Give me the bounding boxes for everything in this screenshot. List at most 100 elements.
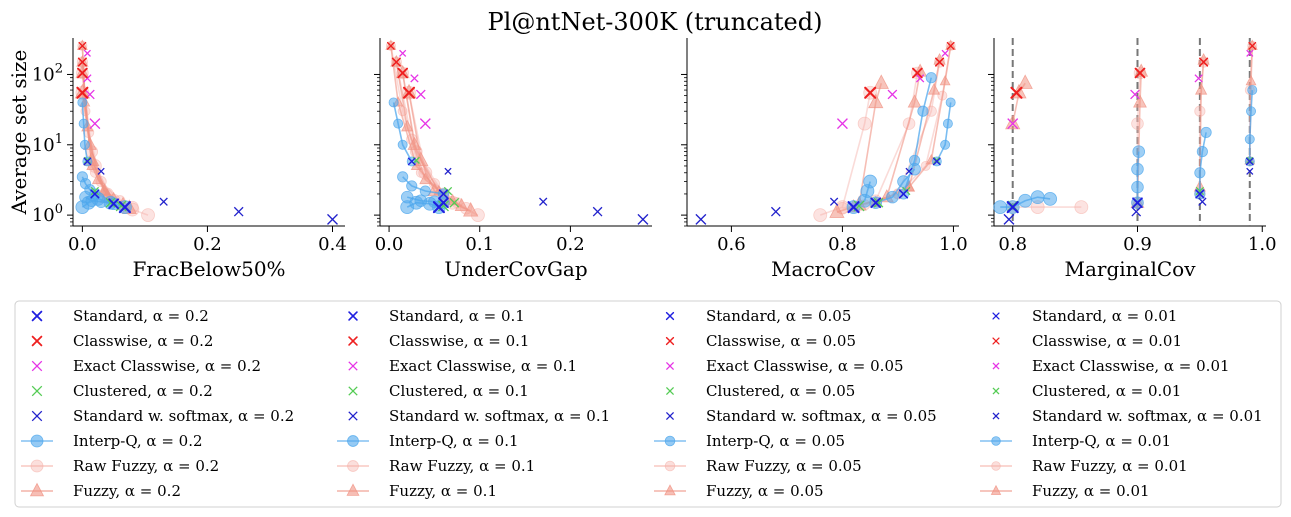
legend-column-alpha-02: Standard, α = 0.2 Classwise, α = 0.2 Exact…	[21, 307, 294, 500]
data-point	[1196, 146, 1208, 158]
legend-label: Standard, α = 0.1	[389, 307, 525, 325]
data-point	[1131, 206, 1142, 217]
data-point	[864, 86, 877, 99]
data-point	[1131, 117, 1144, 130]
data-point	[77, 57, 87, 67]
data-point	[78, 41, 87, 50]
series-clustered-alpha-005	[443, 186, 453, 196]
data-point	[397, 171, 409, 183]
series-exact-classwise-alpha-02	[89, 118, 101, 130]
series-classwise-alpha-01	[912, 67, 923, 79]
data-point	[1194, 167, 1206, 179]
data-point	[1043, 192, 1058, 206]
legend-label: Classwise, α = 0.05	[706, 332, 856, 350]
legend-entry-raw-fuzzy: Raw Fuzzy, α = 0.1	[337, 457, 535, 475]
data-point	[945, 97, 956, 108]
legend-entry-classwise: Classwise, α = 0.05	[665, 332, 856, 350]
series-classwise-alpha-001	[946, 41, 955, 50]
series-exact-classwise-alpha-01	[1130, 89, 1140, 100]
data-point	[419, 185, 431, 197]
data-point	[934, 57, 945, 67]
series-interp-q-alpha-02	[993, 190, 1058, 214]
legend-entry-exact-classwise: Exact Classwise, α = 0.2	[31, 357, 261, 375]
series-exact-classwise-alpha-005	[915, 74, 925, 83]
data-point	[993, 200, 1008, 214]
data-point	[695, 213, 707, 225]
legend-label: Classwise, α = 0.01	[1032, 332, 1182, 350]
legend-marker	[31, 335, 43, 347]
legend-label: Exact Classwise, α = 0.2	[73, 357, 261, 375]
data-point	[1245, 74, 1257, 86]
legend-marker	[992, 337, 1000, 345]
legend-marker	[348, 386, 358, 396]
y-tick-label: 102	[32, 61, 63, 85]
series-standard-alpha-01	[108, 198, 119, 210]
series-standard-w-softmax-alpha-01	[770, 206, 781, 217]
legend-marker	[992, 387, 1000, 395]
series-standard-w-softmax-alpha-005	[159, 197, 168, 206]
data-point	[1018, 193, 1033, 208]
x-axis-label: MarginalCov	[1064, 257, 1196, 281]
data-point	[909, 154, 921, 166]
series-classwise-alpha-005	[934, 57, 945, 67]
x-tick-label: 0.9	[1123, 234, 1152, 255]
data-point	[1247, 85, 1258, 96]
data-point	[887, 89, 898, 100]
data-point	[539, 197, 548, 206]
data-point	[76, 86, 89, 99]
data-point	[1131, 162, 1144, 176]
series-classwise-alpha-02	[864, 86, 877, 99]
series-standard-w-softmax-alpha-01	[1131, 206, 1142, 217]
data-point	[907, 94, 922, 108]
data-point	[399, 49, 407, 57]
legend-entry-interp-q: Interp-Q, α = 0.01	[980, 432, 1171, 450]
data-point	[870, 197, 882, 209]
legend-label: Raw Fuzzy, α = 0.05	[706, 457, 862, 475]
data-point	[1030, 190, 1045, 205]
data-point	[857, 116, 872, 131]
data-point	[1131, 180, 1144, 194]
legend-marker	[31, 310, 43, 322]
data-point	[873, 197, 884, 208]
data-point	[1133, 94, 1147, 108]
legend-label: Fuzzy, α = 0.01	[1032, 482, 1150, 500]
data-point	[863, 174, 878, 189]
legend-entry-standard: Standard, α = 0.1	[348, 307, 525, 325]
data-point	[1005, 114, 1021, 130]
series-line	[390, 45, 440, 192]
series-clustered-alpha-001	[83, 156, 91, 164]
x-tick-label: 1.0	[1248, 234, 1277, 255]
legend-label: Classwise, α = 0.2	[73, 332, 213, 350]
data-point	[1248, 41, 1257, 50]
series-clustered-alpha-001	[933, 156, 941, 164]
legend-label: Standard w. softmax, α = 0.1	[389, 407, 610, 425]
series-standard-w-softmax-alpha-001	[97, 167, 105, 175]
data-point	[397, 139, 408, 150]
data-point	[388, 97, 399, 108]
data-point	[1134, 67, 1146, 79]
data-point	[97, 167, 105, 175]
series-standard-alpha-001	[407, 157, 416, 166]
legend-entry-standard-w-softmax: Standard w. softmax, α = 0.05	[665, 407, 937, 425]
data-point	[939, 74, 951, 86]
legend-entry-standard-w-softmax: Standard w. softmax, α = 0.1	[348, 407, 610, 425]
legend-marker	[31, 385, 43, 397]
series-exact-classwise-alpha-001	[399, 49, 407, 57]
data-point	[1017, 74, 1033, 89]
legend-label: Classwise, α = 0.1	[389, 332, 529, 350]
data-point	[115, 200, 127, 212]
series-standard-alpha-001	[932, 157, 941, 166]
data-point	[927, 82, 941, 95]
series-classwise-alpha-01	[397, 67, 409, 79]
legend-entry-standard: Standard, α = 0.01	[992, 307, 1177, 325]
series-classwise-alpha-001	[386, 41, 395, 50]
legend-label: Clustered, α = 0.01	[1032, 382, 1181, 400]
legend-label: Exact Classwise, α = 0.01	[1032, 357, 1230, 375]
legend-entry-exact-classwise: Exact Classwise, α = 0.05	[665, 357, 904, 375]
legend-label: Fuzzy, α = 0.1	[389, 482, 497, 500]
data-point	[90, 186, 100, 196]
series-exact-classwise-alpha-005	[1194, 74, 1203, 83]
legend-column-alpha-001: Standard, α = 0.01 Classwise, α = 0.01 Exa…	[980, 307, 1263, 500]
data-point	[925, 72, 937, 84]
